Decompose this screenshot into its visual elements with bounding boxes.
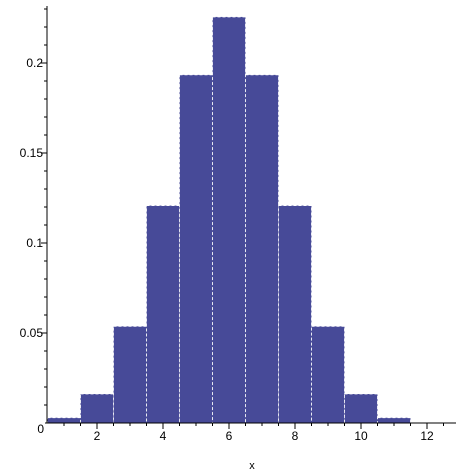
x-tick-label: 4 — [160, 429, 167, 443]
x-tick-label: 2 — [94, 429, 101, 443]
bar-6 — [212, 16, 246, 424]
y-tick-label: 0.05 — [20, 326, 44, 340]
bar-10 — [344, 393, 378, 424]
x-tick-label: 6 — [226, 429, 233, 443]
y-tick-label: 0 — [37, 422, 44, 436]
bar-1 — [47, 417, 81, 424]
x-tick-label: 8 — [292, 429, 299, 443]
x-tick-label: 10 — [354, 429, 368, 443]
y-tick-label: 0.15 — [20, 146, 44, 160]
y-tick-label: 0.1 — [26, 236, 43, 250]
bar-5 — [179, 74, 213, 424]
bar-11 — [377, 417, 411, 424]
x-ticks-group: 2 4 6 8 10 12 — [63, 423, 444, 443]
x-axis-label: x — [249, 460, 255, 472]
x-tick-label: 12 — [420, 429, 434, 443]
y-ticks-group: 0 0.05 0.1 0.15 0.2 — [20, 8, 47, 436]
bars-group — [47, 16, 411, 424]
bar-4 — [146, 205, 180, 424]
bar-8 — [278, 205, 312, 424]
y-tick-label: 0.2 — [26, 56, 43, 70]
bar-7 — [245, 74, 279, 424]
bar-2 — [80, 393, 114, 424]
bar-3 — [113, 325, 147, 424]
bar-9 — [311, 325, 345, 424]
